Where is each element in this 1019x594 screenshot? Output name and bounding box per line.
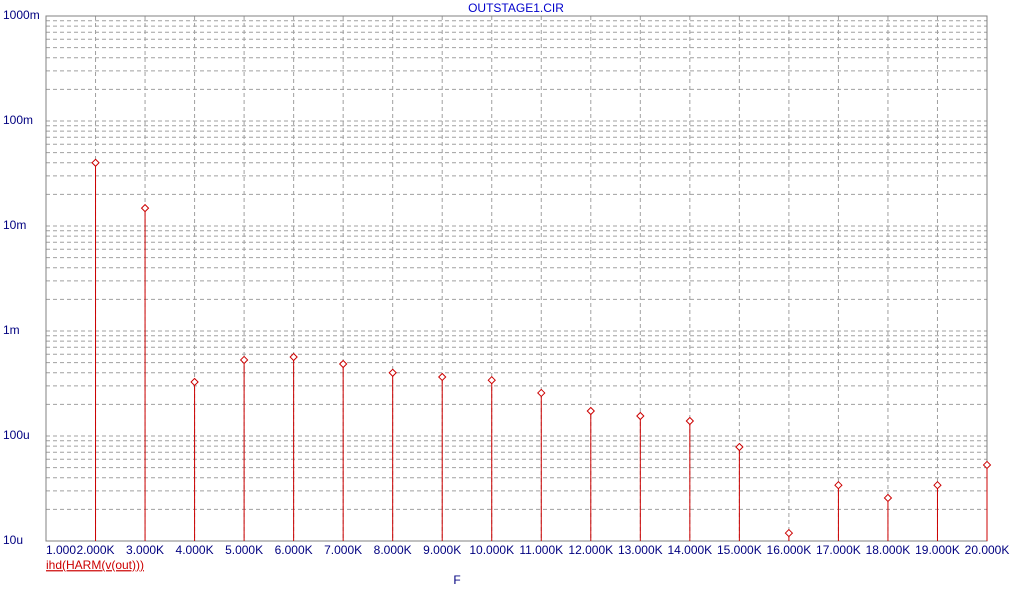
marker — [586, 406, 595, 416]
marker — [438, 372, 447, 382]
x-tick-label: 1.000 — [46, 543, 76, 557]
marker — [883, 493, 893, 503]
y-tick-label: 100u — [3, 428, 30, 442]
marker — [784, 528, 794, 538]
chart-title: OUTSTAGE1.CIR — [468, 1, 564, 15]
marker — [735, 442, 744, 452]
x-tick-label: 2.000K — [77, 543, 115, 557]
x-tick-label: 11.000K — [519, 543, 563, 557]
x-tick-label: 6.000K — [275, 543, 313, 557]
marker — [487, 375, 496, 385]
marker — [289, 352, 298, 362]
marker — [140, 203, 150, 213]
x-tick-label: 10.000K — [469, 543, 514, 557]
x-tick-label: 13.000K — [618, 543, 663, 557]
x-tick-label: 7.000K — [324, 543, 362, 557]
x-tick-label: 20.000K — [965, 543, 1010, 557]
y-tick-label: 10m — [3, 218, 26, 232]
x-tick-label: 19.000K — [915, 543, 960, 557]
marker — [636, 411, 645, 421]
x-tick-label: 16.000K — [767, 543, 812, 557]
marker — [239, 355, 249, 365]
marker — [685, 416, 695, 426]
y-tick-label: 1000m — [3, 8, 40, 22]
legend-entry: ihd(HARM(v(out))) — [46, 558, 144, 572]
marker — [91, 158, 100, 167]
plot-frame — [45, 15, 988, 542]
x-tick-label: 14.000K — [667, 543, 712, 557]
x-axis-label: F — [453, 573, 460, 587]
marker — [834, 480, 843, 490]
x-tick-label: 15.000K — [717, 543, 762, 557]
y-tick-label: 100m — [3, 113, 33, 127]
y-tick-label: 1m — [3, 323, 20, 337]
marker — [190, 377, 199, 387]
x-tick-label: 12.000K — [568, 543, 613, 557]
x-tick-label: 9.000K — [423, 543, 461, 557]
x-tick-label: 5.000K — [225, 543, 263, 557]
marker — [388, 368, 397, 377]
x-tick-label: 8.000K — [374, 543, 412, 557]
x-tick-label: 4.000K — [176, 543, 214, 557]
marker — [982, 460, 992, 470]
x-tick-label: 17.000K — [816, 543, 861, 557]
marker — [338, 359, 348, 369]
x-tick-label: 3.000K — [126, 543, 164, 557]
y-tick-label: 10u — [3, 533, 23, 547]
x-tick-label: 18.000K — [866, 543, 911, 557]
marker — [933, 480, 942, 490]
marker — [537, 388, 546, 398]
